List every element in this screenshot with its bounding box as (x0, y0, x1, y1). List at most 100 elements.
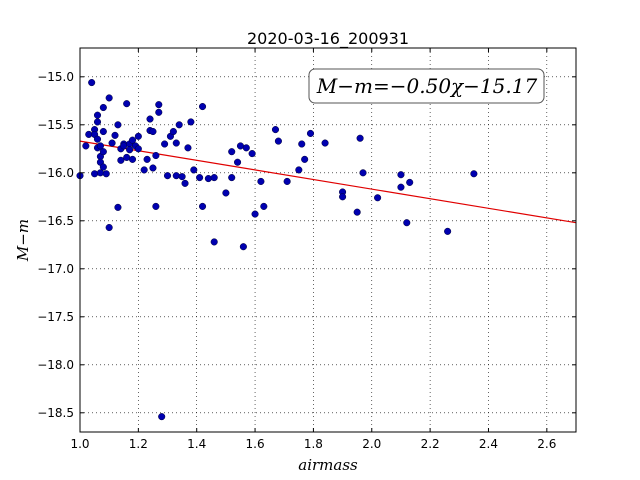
data-point (470, 170, 478, 178)
y-tick-label: −17.0 (37, 262, 74, 276)
x-tick-label: 2.4 (479, 437, 498, 451)
data-point (161, 140, 169, 148)
data-point (178, 173, 186, 181)
fit-line (79, 140, 577, 224)
data-point (198, 103, 207, 111)
data-point (108, 139, 116, 147)
data-point (146, 115, 154, 123)
x-tick-label: 1.8 (304, 437, 323, 451)
y-tick-label: −15.0 (37, 70, 74, 84)
y-tick-label: −15.5 (37, 118, 74, 132)
data-point (163, 172, 172, 180)
data-point (128, 155, 137, 163)
data-point (406, 178, 414, 186)
data-point (283, 177, 291, 185)
data-point (172, 172, 180, 180)
x-tick-label: 1.6 (246, 437, 265, 451)
y-tick-label: −17.5 (37, 310, 74, 324)
x-tick-label: 1.4 (187, 437, 206, 451)
data-point (149, 127, 157, 136)
data-point (353, 208, 361, 216)
data-point (175, 121, 183, 129)
data-point (99, 127, 107, 136)
data-point (134, 145, 142, 153)
data-point (260, 202, 268, 210)
data-point (99, 103, 107, 112)
chart-title: 2020-03-16_200931 (247, 29, 409, 49)
data-point (242, 144, 250, 152)
data-point (374, 194, 382, 202)
y-tick-label: −18.0 (37, 358, 74, 372)
data-point (128, 136, 137, 144)
data-point (248, 150, 256, 158)
y-tick-label: −18.5 (37, 406, 74, 420)
data-point (105, 223, 113, 232)
data-point (111, 131, 119, 139)
y-axis-label: M−m (14, 219, 32, 262)
data-point (339, 193, 347, 201)
data-point (356, 134, 364, 142)
data-point (184, 144, 192, 152)
data-point (169, 127, 177, 136)
data-point (397, 171, 405, 179)
x-tick-label: 1.2 (129, 437, 148, 451)
x-tick-label: 2.2 (421, 437, 440, 451)
x-axis-label: airmass (298, 456, 358, 474)
data-point (114, 203, 122, 211)
data-point (155, 101, 163, 109)
data-point (295, 166, 303, 174)
data-point (117, 156, 125, 164)
fit-equation: M−m=−0.50χ−15.17 (316, 74, 538, 98)
data-point (228, 174, 236, 182)
data-point (134, 132, 142, 140)
data-point (96, 142, 104, 150)
axis-ticks: 1.0 1.2 1.4 1.6 1.8 2.0 2.2 2.4 2.6 −15.0 −15.5 −16… (37, 48, 576, 451)
x-tick-label: 2.6 (537, 437, 556, 451)
data-point (298, 140, 306, 148)
data-point (251, 210, 259, 218)
data-point (397, 183, 405, 191)
y-tick-label: −16.0 (37, 166, 74, 180)
fit-line-group (79, 140, 577, 224)
data-point (123, 100, 131, 108)
data-point (181, 179, 189, 187)
data-point (222, 189, 230, 197)
data-point (93, 111, 102, 119)
data-point (228, 148, 236, 156)
data-point (239, 243, 247, 251)
data-point (274, 137, 282, 145)
annotation-box (308, 68, 545, 104)
data-point (257, 177, 265, 185)
data-point (301, 155, 309, 163)
data-point (99, 148, 107, 156)
data-point (149, 164, 157, 172)
data-point (143, 155, 151, 163)
data-point (403, 219, 411, 227)
data-point (444, 227, 452, 235)
grid (79, 48, 576, 432)
data-points (76, 79, 478, 421)
data-point (91, 170, 99, 178)
plot-frame (79, 47, 577, 433)
data-point (210, 174, 218, 182)
data-point (82, 142, 90, 150)
data-point (359, 169, 367, 177)
data-point (93, 118, 102, 126)
data-point (99, 163, 107, 171)
data-point (88, 79, 96, 87)
data-point (196, 174, 204, 182)
data-point (152, 202, 160, 210)
data-point (190, 166, 198, 174)
data-point (126, 146, 134, 154)
data-point (158, 413, 166, 421)
data-point (152, 151, 160, 160)
fit-annotation: M−m=−0.50χ−15.17 (308, 68, 545, 104)
y-tick-label: −16.5 (37, 214, 74, 228)
data-point (321, 139, 329, 147)
data-point (140, 166, 148, 174)
data-point (114, 121, 122, 129)
data-point (271, 126, 280, 134)
data-point (306, 129, 315, 137)
data-point (93, 135, 102, 143)
